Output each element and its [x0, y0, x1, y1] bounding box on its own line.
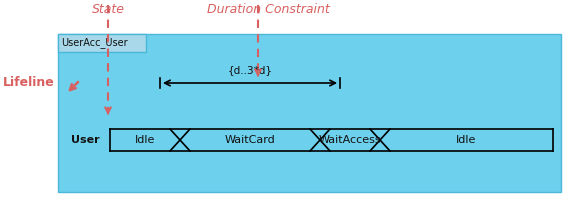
Text: WaitAccess: WaitAccess [319, 135, 381, 145]
Text: State: State [92, 3, 125, 16]
Text: Idle: Idle [135, 135, 155, 145]
Text: Lifeline: Lifeline [3, 75, 55, 88]
Bar [58, 34, 561, 192]
Bar [58, 34, 146, 52]
Text: WaitCard: WaitCard [225, 135, 276, 145]
Text: Duration Constraint: Duration Constraint [207, 3, 329, 16]
Text: User: User [71, 135, 99, 145]
Text: Idle: Idle [456, 135, 477, 145]
Text: UserAcc_User: UserAcc_User [61, 38, 127, 48]
Text: {d..3*d}: {d..3*d} [228, 65, 272, 75]
